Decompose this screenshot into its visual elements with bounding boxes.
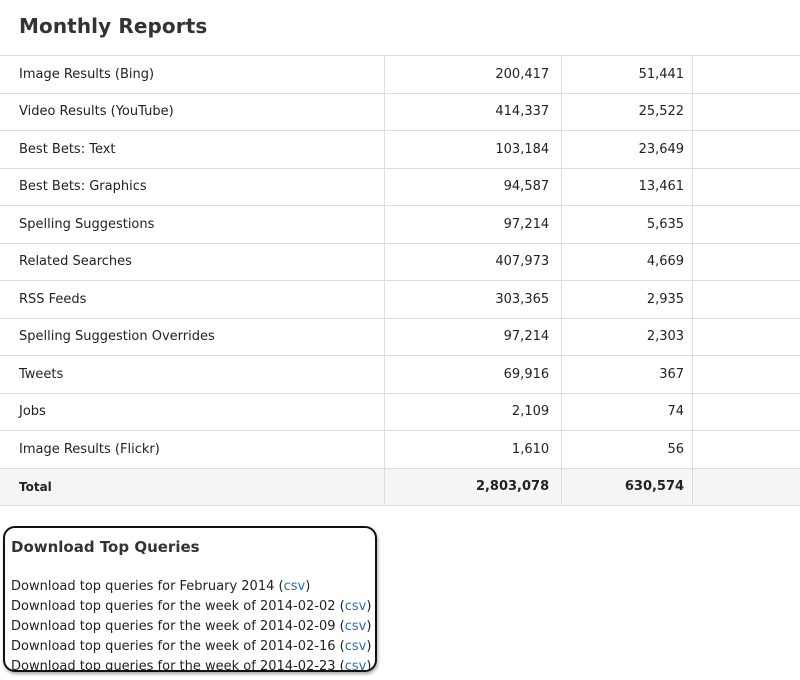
total-value-b: 630,574 [561, 467, 694, 506]
row-label: Image Results (Bing) [0, 55, 386, 93]
download-top-queries-section: Download Top Queries Download top querie… [3, 526, 377, 672]
table-row: Image Results (Bing) 200,417 51,441 [0, 55, 800, 93]
row-empty-cell [692, 280, 800, 318]
row-empty-cell [692, 55, 800, 93]
row-empty-cell [692, 205, 800, 243]
row-empty-cell [692, 167, 800, 206]
total-row: Total 2,803,078 630,574 [0, 467, 800, 506]
row-value-b: 13,461 [561, 167, 694, 206]
row-label: Best Bets: Text [0, 130, 386, 168]
row-empty-cell [692, 242, 800, 281]
table-row: Image Results (Flickr) 1,610 56 [0, 430, 800, 468]
list-item: Download top queries for the week of 201… [11, 639, 372, 654]
download-item-text: Download top queries for February 2014 [11, 579, 275, 594]
download-item-text: Download top queries for the week of 201… [11, 659, 336, 672]
row-value-a: 94,587 [384, 167, 563, 206]
table-row: Related Searches 407,973 4,669 [0, 242, 800, 281]
row-value-a: 414,337 [384, 92, 563, 131]
row-label: Spelling Suggestions [0, 205, 386, 243]
table-row: Best Bets: Text 103,184 23,649 [0, 130, 800, 168]
csv-link[interactable]: csv [283, 579, 306, 594]
csv-link[interactable]: csv [344, 619, 367, 634]
table-row: Best Bets: Graphics 94,587 13,461 [0, 167, 800, 206]
table-row: Tweets 69,916 367 [0, 355, 800, 393]
row-label: RSS Feeds [0, 280, 386, 318]
total-label: Total [0, 467, 386, 506]
csv-link[interactable]: csv [344, 659, 367, 672]
list-item: Download top queries for the week of 201… [11, 659, 372, 672]
download-list: Download top queries for February 2014 (… [11, 577, 372, 672]
list-item: Download top queries for the week of 201… [11, 599, 372, 614]
row-value-a: 303,365 [384, 280, 563, 318]
table-row: Spelling Suggestions 97,214 5,635 [0, 205, 800, 243]
row-value-a: 1,610 [384, 430, 563, 468]
list-item: Download top queries for February 2014 (… [11, 579, 311, 594]
row-empty-cell [692, 130, 800, 168]
table-row: Jobs 2,109 74 [0, 392, 800, 431]
row-label: Tweets [0, 355, 386, 393]
list-item: Download top queries for the week of 201… [11, 619, 372, 634]
row-empty-cell [692, 92, 800, 131]
row-value-a: 407,973 [384, 242, 563, 281]
download-item-text: Download top queries for the week of 201… [11, 599, 336, 614]
row-value-a: 97,214 [384, 205, 563, 243]
row-value-b: 56 [561, 430, 694, 468]
csv-link[interactable]: csv [344, 599, 367, 614]
row-empty-cell [692, 430, 800, 468]
total-empty-cell [692, 467, 800, 506]
row-value-b: 23,649 [561, 130, 694, 168]
download-item-text: Download top queries for the week of 201… [11, 639, 336, 654]
row-value-b: 367 [561, 355, 694, 393]
row-value-a: 103,184 [384, 130, 563, 168]
row-value-a: 2,109 [384, 392, 563, 431]
row-empty-cell [692, 355, 800, 393]
row-label: Video Results (YouTube) [0, 92, 386, 131]
row-value-b: 2,303 [561, 317, 694, 356]
row-label: Image Results (Flickr) [0, 430, 386, 468]
total-value-a: 2,803,078 [384, 467, 563, 506]
table-row: Spelling Suggestion Overrides 97,214 2,3… [0, 317, 800, 356]
row-value-b: 51,441 [561, 55, 694, 93]
row-label: Best Bets: Graphics [0, 167, 386, 206]
download-section-title: Download Top Queries [11, 538, 200, 556]
page-title: Monthly Reports [19, 14, 208, 38]
row-value-b: 4,669 [561, 242, 694, 281]
monthly-reports-table: Image Results (Bing) 200,417 51,441 Vide… [0, 55, 800, 506]
download-item-text: Download top queries for the week of 201… [11, 619, 336, 634]
row-value-b: 5,635 [561, 205, 694, 243]
row-value-a: 97,214 [384, 317, 563, 356]
row-label: Related Searches [0, 242, 386, 281]
csv-link[interactable]: csv [344, 639, 367, 654]
table-row: RSS Feeds 303,365 2,935 [0, 280, 800, 318]
table-row: Video Results (YouTube) 414,337 25,522 [0, 92, 800, 131]
row-value-a: 200,417 [384, 55, 563, 93]
row-empty-cell [692, 317, 800, 356]
row-value-b: 25,522 [561, 92, 694, 131]
row-value-b: 2,935 [561, 280, 694, 318]
row-label: Spelling Suggestion Overrides [0, 317, 386, 356]
row-value-a: 69,916 [384, 355, 563, 393]
row-value-b: 74 [561, 392, 694, 431]
row-empty-cell [692, 392, 800, 431]
row-label: Jobs [0, 392, 386, 431]
